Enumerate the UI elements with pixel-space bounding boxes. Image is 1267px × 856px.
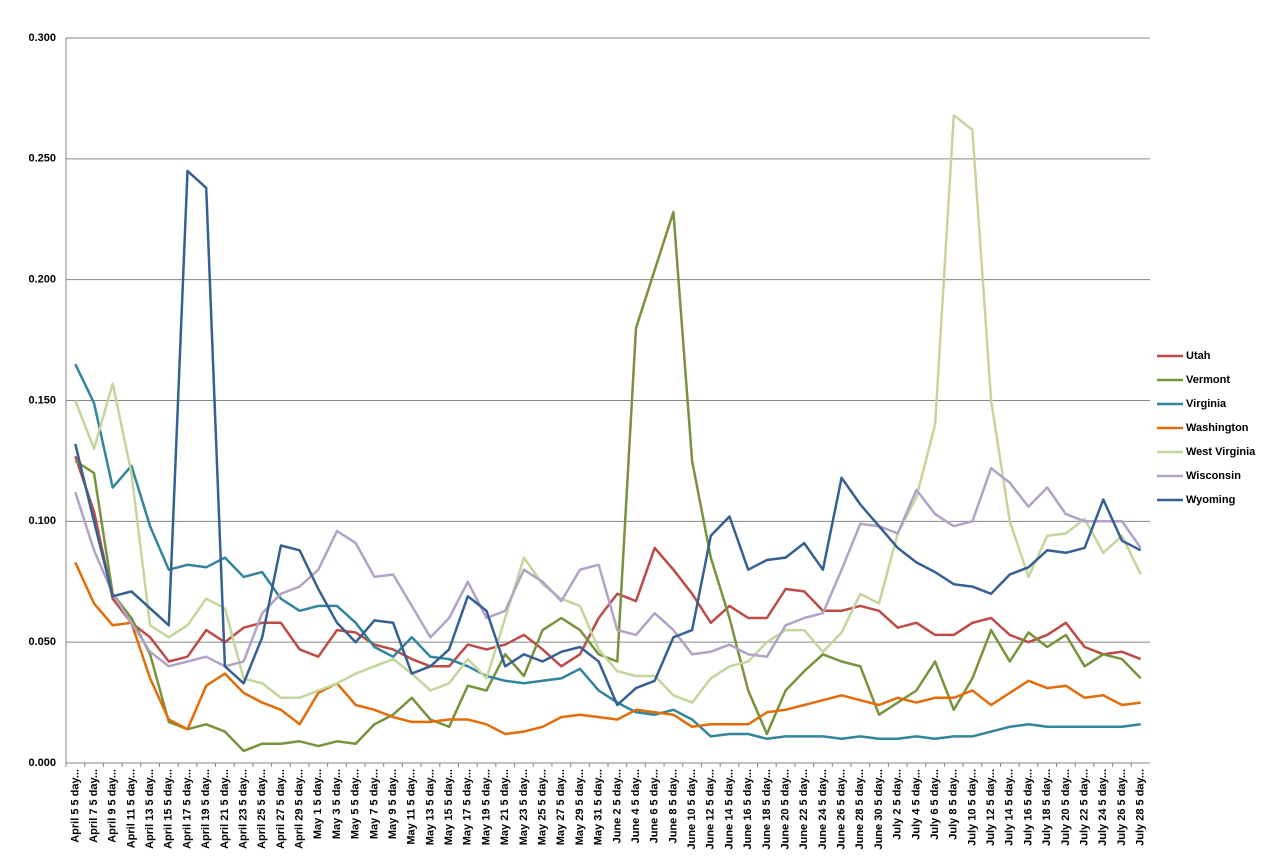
x-tick-label: April 13 5 day... [144,769,156,849]
y-tick-label: 0.150 [28,394,56,406]
x-tick-label: July 4 5 day... [910,769,922,840]
x-tick-label: July 24 5 day... [1097,769,1109,846]
series-line [74,466,1142,668]
x-tick-label: April 9 5 day... [107,769,119,843]
x-tick-label: June 2 5 day... [611,769,623,843]
legend-label: Wyoming [1186,494,1235,506]
x-tick-label: May 19 5 day... [480,769,492,845]
x-tick-label: April 5 5 day... [69,769,81,843]
x-tick-label: April 21 5 day... [219,769,231,849]
y-tick-label: 0.300 [28,32,56,44]
x-tick-label: May 23 5 day... [518,769,530,845]
x-tick-label: April 15 5 day... [163,769,175,849]
x-tick-label: May 17 5 day... [462,769,474,845]
x-tick-label: May 9 5 day... [387,769,399,839]
y-tick-label: 0.050 [28,636,56,648]
y-tick-label: 0.200 [28,274,56,286]
x-tick-label: April 19 5 day... [200,769,212,849]
x-tick-label: April 23 5 day... [237,769,249,849]
x-tick-label: July 10 5 day... [966,769,978,846]
x-tick-label: June 20 5 day... [779,769,791,850]
x-tick-label: June 6 5 day... [649,769,661,843]
x-tick-label: July 8 5 day... [948,769,960,840]
x-tick-label: April 29 5 day... [294,769,306,849]
series-line [74,561,1141,736]
x-tick-label: June 28 5 day... [854,769,866,850]
x-tick-label: July 26 5 day... [1116,769,1128,846]
x-tick-label: July 14 5 day... [1004,769,1016,846]
legend-label: Utah [1186,350,1211,362]
legend-label: Washington [1186,422,1249,434]
x-tick-label: May 25 5 day... [536,769,548,845]
series-line [74,363,1141,741]
x-tick-label: May 7 5 day... [368,769,380,839]
x-tick-label: July 16 5 day... [1022,769,1034,846]
x-tick-label: May 31 5 day... [593,769,605,845]
x-tick-label: April 25 5 day... [256,769,268,849]
x-tick-label: June 8 5 day... [667,769,679,843]
y-tick-label: 0.100 [28,515,56,527]
x-tick-label: May 15 5 day... [443,769,455,845]
x-tick-label: May 13 5 day... [424,769,436,845]
x-tick-label: July 12 5 day... [985,769,997,846]
x-tick-label: June 4 5 day... [630,769,642,843]
x-tick-label: April 11 5 day... [125,769,137,848]
x-tick-label: May 1 5 day... [312,769,324,839]
legend-label: Virginia [1186,398,1227,410]
series-line [74,114,1142,704]
x-tick-label: May 21 5 day... [499,769,511,845]
x-tick-label: April 7 5 day... [88,769,100,843]
legend-label: West Virginia [1186,446,1256,458]
legend-label: Wisconsin [1186,470,1241,482]
x-tick-label: June 24 5 day... [817,769,829,850]
x-tick-label: July 2 5 day... [892,769,904,840]
x-tick-label: April 17 5 day... [181,769,193,849]
x-tick-label: April 27 5 day... [275,769,287,849]
x-tick-label: June 18 5 day... [761,769,773,850]
x-tick-label: May 3 5 day... [331,769,343,839]
x-tick-label: July 18 5 day... [1041,769,1053,846]
y-tick-label: 0.250 [28,153,56,165]
x-tick-label: June 14 5 day... [723,769,735,850]
x-tick-label: May 27 5 day... [555,769,567,845]
x-tick-label: June 26 5 day... [836,769,848,850]
x-tick-label: May 11 5 day... [406,769,418,845]
legend-label: Vermont [1186,374,1230,386]
x-tick-label: July 22 5 day... [1078,769,1090,846]
x-tick-label: May 5 5 day... [350,769,362,839]
x-tick-label: June 10 5 day... [686,769,698,850]
x-tick-label: July 20 5 day... [1060,769,1072,846]
x-tick-label: May 29 5 day... [574,769,586,845]
series-line [74,210,1142,753]
x-tick-label: June 22 5 day... [798,769,810,850]
x-tick-label: July 28 5 day... [1135,769,1147,846]
x-tick-label: June 30 5 day... [873,769,885,850]
x-tick-label: June 12 5 day... [705,769,717,850]
x-tick-label: June 16 5 day... [742,769,754,850]
y-tick-label: 0.000 [28,757,56,769]
series-line [74,455,1142,668]
series-line [74,169,1142,707]
x-tick-label: July 6 5 day... [929,769,941,840]
